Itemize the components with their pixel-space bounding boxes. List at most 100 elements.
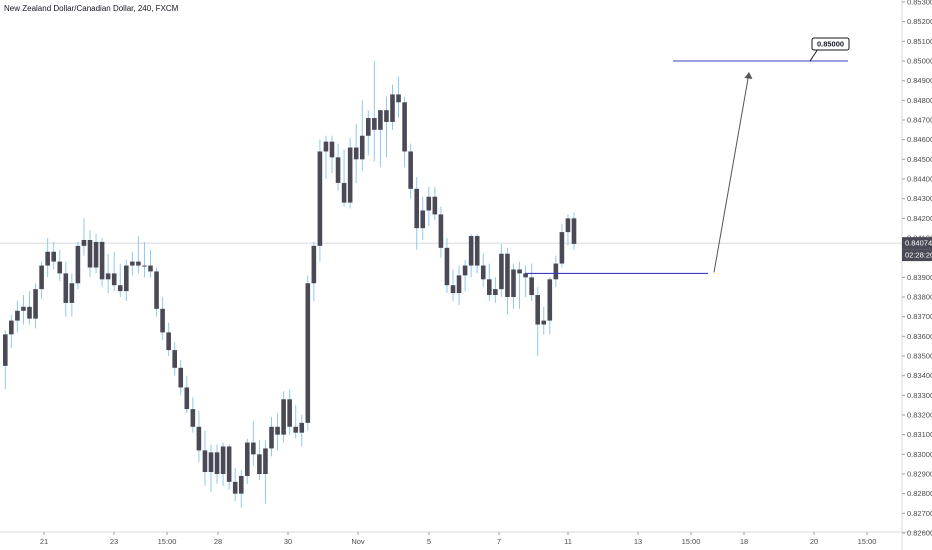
candle [329,135,335,174]
candle [269,416,274,457]
time-axis[interactable]: 21 23 15:00 28 30 Nov 5 7 11 13 15:00 18 20 15:00 [40,532,877,546]
candle [154,267,159,317]
candle [299,415,305,447]
candle [499,243,504,297]
candle-body [396,94,401,103]
candle [535,287,540,356]
price-tick-label: 0.84800 [907,96,932,105]
price-tick-label: 0.84400 [907,175,932,184]
arrow-head-icon [744,72,753,79]
drawings-layer[interactable]: 0.85000 [525,37,850,274]
time-tick-label: 13 [634,537,642,546]
candle-body [251,442,256,455]
candle [390,84,395,130]
candle-body [166,332,171,351]
candle [111,251,117,292]
candle [468,234,474,278]
candle [190,397,196,433]
candle-body [432,196,438,215]
candle-body [547,279,553,321]
candle [57,249,63,282]
candle-body [33,289,38,319]
candle [51,241,56,270]
price-tick-label: 0.82700 [907,509,932,518]
candle-body [99,241,105,280]
candle-body [190,409,196,427]
candle-body [57,261,63,274]
candle-body [263,448,268,474]
time-tick-label: 15:00 [158,537,177,546]
time-tick-label: 20 [810,537,818,546]
candle-body [75,245,81,284]
price-tick-label: 0.83500 [907,352,932,361]
price-tick-label: 0.82900 [907,470,932,479]
candle-body [202,450,208,473]
trend-arrow-line[interactable] [713,72,750,273]
target-callout-box[interactable] [811,37,850,51]
candle-body [245,442,250,476]
candle [81,218,87,256]
candle-body [87,239,93,268]
candle-body [565,218,571,233]
candle [15,300,20,333]
candle [214,444,220,484]
candle-body [154,271,159,309]
candle [281,391,286,443]
candle-body [93,241,99,268]
candle-body [81,239,87,246]
candle-body [27,306,32,319]
candle [305,275,311,431]
candle-body [281,399,286,435]
price-tick-label: 0.82600 [907,529,932,538]
candle-body [402,102,407,152]
candle-body [347,147,353,203]
candle-body [444,247,450,286]
time-tick-label: 15:00 [858,537,877,546]
callout-pointer [809,48,819,62]
price-tick-label: 0.83700 [907,312,932,321]
candle [238,470,244,508]
candle-body [257,454,262,474]
candle [366,110,371,156]
countdown-badge [902,249,932,262]
candle [317,139,323,262]
candle-body [414,188,419,229]
price-tick-label: 0.83400 [907,371,932,380]
candle [63,261,69,317]
candle-body [480,265,486,280]
target-callout-label: 0.85000 [817,40,844,49]
candle [33,283,38,329]
candle-body [353,147,359,160]
candle-body [214,452,220,474]
candle-body [456,275,462,294]
candle [148,249,153,278]
time-tick-label: 7 [497,537,501,546]
candle-body [69,283,75,303]
candle [529,263,534,301]
candle-body [160,308,165,333]
candle [93,234,99,274]
candle [220,442,226,486]
candle [3,330,8,390]
candle-body [136,261,141,266]
time-tick-label: 23 [110,537,118,546]
candle-body [317,151,323,246]
price-axis[interactable]: 0.85300 0.85200 0.85100 0.85000 0.84900 0.848… [902,0,932,538]
candle-body [366,118,371,136]
candle-body [553,263,559,280]
candle-body [329,141,335,158]
candle [287,389,292,435]
candle [311,241,317,301]
time-tick-label: 21 [40,537,48,546]
candle [323,135,329,179]
candle [117,263,123,297]
candle-body [487,279,492,296]
candle-body [523,273,528,278]
price-tick-label: 0.85200 [907,17,932,26]
candle [142,241,147,278]
price-tick-label: 0.83800 [907,293,932,302]
price-tick-label: 0.84600 [907,135,932,144]
price-tick-label: 0.83600 [907,332,932,341]
